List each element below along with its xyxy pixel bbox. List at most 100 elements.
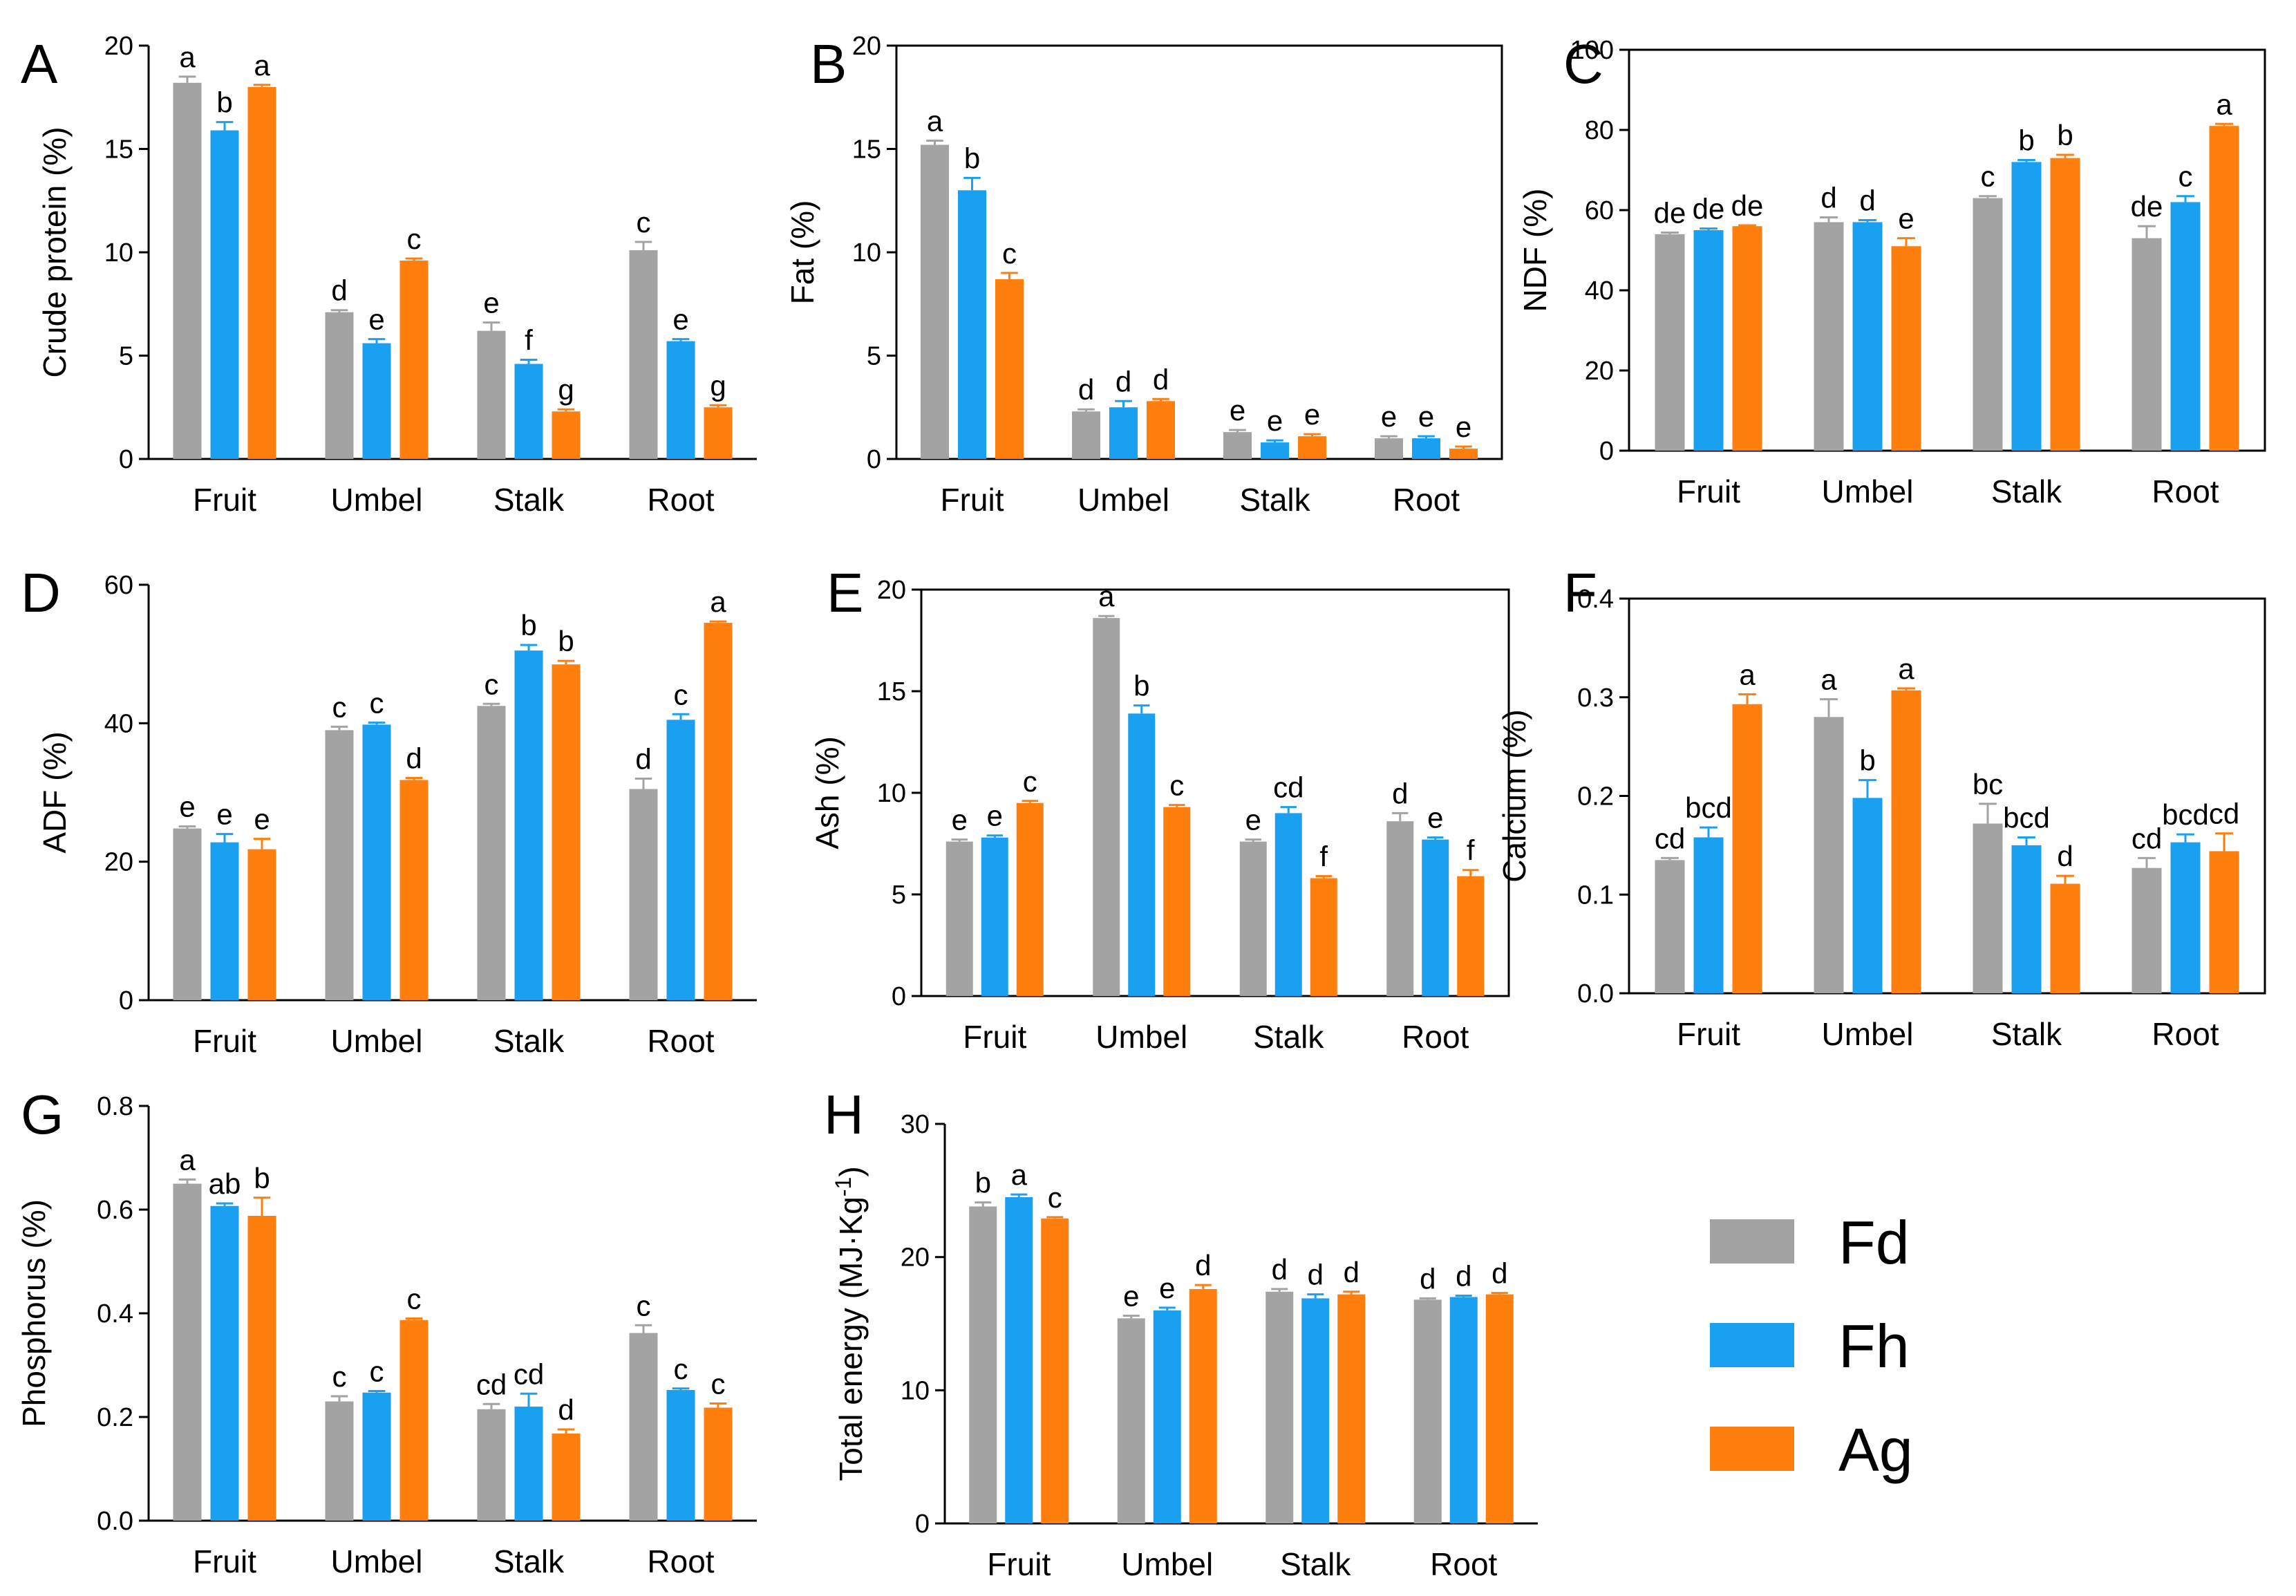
bar-ag-stalk: [2050, 158, 2080, 451]
x-category-label: Fruit: [193, 1023, 256, 1059]
bar-fh-fruit: [210, 1205, 239, 1521]
y-tick-label: 10: [901, 1376, 930, 1405]
significance-letter: d: [635, 742, 651, 775]
x-category-label: Umbel: [331, 1543, 423, 1579]
significance-letter: c: [674, 1353, 688, 1385]
bar-fd-umbel: [1072, 411, 1100, 459]
bar-fh-fruit: [210, 130, 239, 459]
significance-letter: b: [2018, 124, 2034, 157]
significance-letter: c: [1023, 765, 1037, 798]
bar-fh-umbel: [362, 1392, 391, 1521]
y-tick-label: 0: [915, 1510, 930, 1539]
panel-letter: D: [21, 562, 61, 623]
legend-swatch-fd: [1710, 1219, 1794, 1264]
bar-ag-fruit: [1041, 1218, 1069, 1523]
plot-frame: [895, 44, 1503, 460]
bar-fh-root: [666, 341, 695, 459]
bar-fd-umbel: [325, 1401, 354, 1521]
legend-label-fd: Fd: [1838, 1208, 1910, 1277]
significance-letter: c: [1981, 160, 1995, 193]
bar-ag-stalk: [1337, 1294, 1366, 1523]
significance-letter: b: [964, 142, 980, 174]
bar-fh-stalk: [2011, 162, 2042, 451]
x-category-label: Umbel: [1121, 1546, 1213, 1582]
significance-letter: e: [1230, 394, 1245, 426]
bar-fh-umbel: [1109, 407, 1138, 459]
y-tick-label: 20: [104, 848, 133, 877]
bar-fd-fruit: [945, 841, 973, 996]
bar-fh-stalk: [2011, 845, 2042, 993]
y-tick-label: 20: [877, 576, 906, 605]
bar-fh-root: [2170, 842, 2201, 993]
significance-letter: d: [1078, 373, 1094, 406]
significance-letter: cd: [2132, 822, 2162, 854]
bar-ag-fruit: [1016, 802, 1044, 996]
bar-fh-umbel: [1153, 1310, 1181, 1523]
significance-letter: c: [332, 1360, 347, 1393]
bar-ag-umbel: [399, 1320, 429, 1521]
significance-letter: c: [1169, 769, 1184, 802]
bar-fh-stalk: [1274, 813, 1302, 996]
legend-swatch-fh: [1710, 1323, 1794, 1367]
significance-letter: c: [711, 1368, 726, 1400]
x-category-label: Umbel: [1822, 473, 1914, 509]
bar-ag-umbel: [1189, 1288, 1217, 1523]
significance-letter: de: [2131, 190, 2163, 223]
y-axis-title: Fat (%): [784, 200, 820, 305]
bar-fd-umbel: [325, 312, 354, 459]
bar-fd-umbel: [1117, 1318, 1145, 1523]
y-tick-label: 0.4: [97, 1299, 133, 1329]
legend: Fd Fh Ag: [1710, 1208, 1913, 1484]
x-category-label: Stalk: [493, 482, 565, 518]
significance-letter: a: [1098, 580, 1115, 612]
y-tick-label: 20: [1585, 357, 1614, 386]
bar-fd-stalk: [1239, 841, 1267, 996]
significance-letter: g: [558, 373, 574, 406]
plot-frame: [920, 588, 1510, 997]
significance-letter: c: [637, 1289, 651, 1322]
bar-ag-stalk: [552, 411, 581, 459]
significance-letter: e: [987, 800, 1003, 832]
y-tick-label: 60: [1585, 196, 1614, 225]
significance-letter: e: [1381, 400, 1397, 433]
bar-fd-fruit: [1655, 860, 1685, 993]
bar-fd-stalk: [1223, 432, 1252, 459]
bar-ag-root: [704, 407, 733, 459]
significance-letter: cd: [2209, 798, 2239, 830]
y-axis-title: NDF (%): [1517, 189, 1553, 312]
significance-letter: d: [1195, 1249, 1211, 1282]
bar-ag-stalk: [1298, 436, 1326, 459]
bar-fd-root: [629, 1333, 658, 1521]
x-category-label: Root: [2152, 473, 2219, 509]
significance-letter: c: [637, 206, 651, 238]
bar-fh-fruit: [1005, 1196, 1033, 1523]
y-tick-label: 0: [867, 445, 881, 474]
significance-letter: bcd: [2162, 798, 2209, 831]
bar-fh-fruit: [981, 837, 1008, 996]
bar-fd-root: [1413, 1299, 1442, 1523]
y-tick-label: 30: [901, 1110, 930, 1139]
x-category-label: Stalk: [1991, 473, 2062, 509]
significance-letter: a: [710, 585, 726, 618]
y-tick-label: 0: [119, 445, 133, 474]
panel-letter: E: [827, 562, 863, 623]
significance-letter: e: [1456, 411, 1471, 443]
significance-letter: c: [1048, 1181, 1062, 1214]
significance-letter: f: [525, 323, 533, 356]
plot-frame: [1628, 48, 2266, 452]
bar-fd-stalk: [477, 330, 506, 459]
significance-letter: a: [1898, 653, 1914, 685]
significance-letter: c: [407, 223, 422, 255]
significance-letter: e: [1245, 804, 1261, 836]
x-category-label: Fruit: [1677, 473, 1740, 509]
bar-fd-fruit: [1655, 234, 1685, 451]
significance-letter: a: [1011, 1158, 1028, 1191]
significance-letter: c: [332, 691, 347, 723]
bar-ag-fruit: [1732, 226, 1762, 451]
bar-ag-fruit: [247, 1216, 276, 1521]
significance-letter: c: [370, 1355, 384, 1388]
